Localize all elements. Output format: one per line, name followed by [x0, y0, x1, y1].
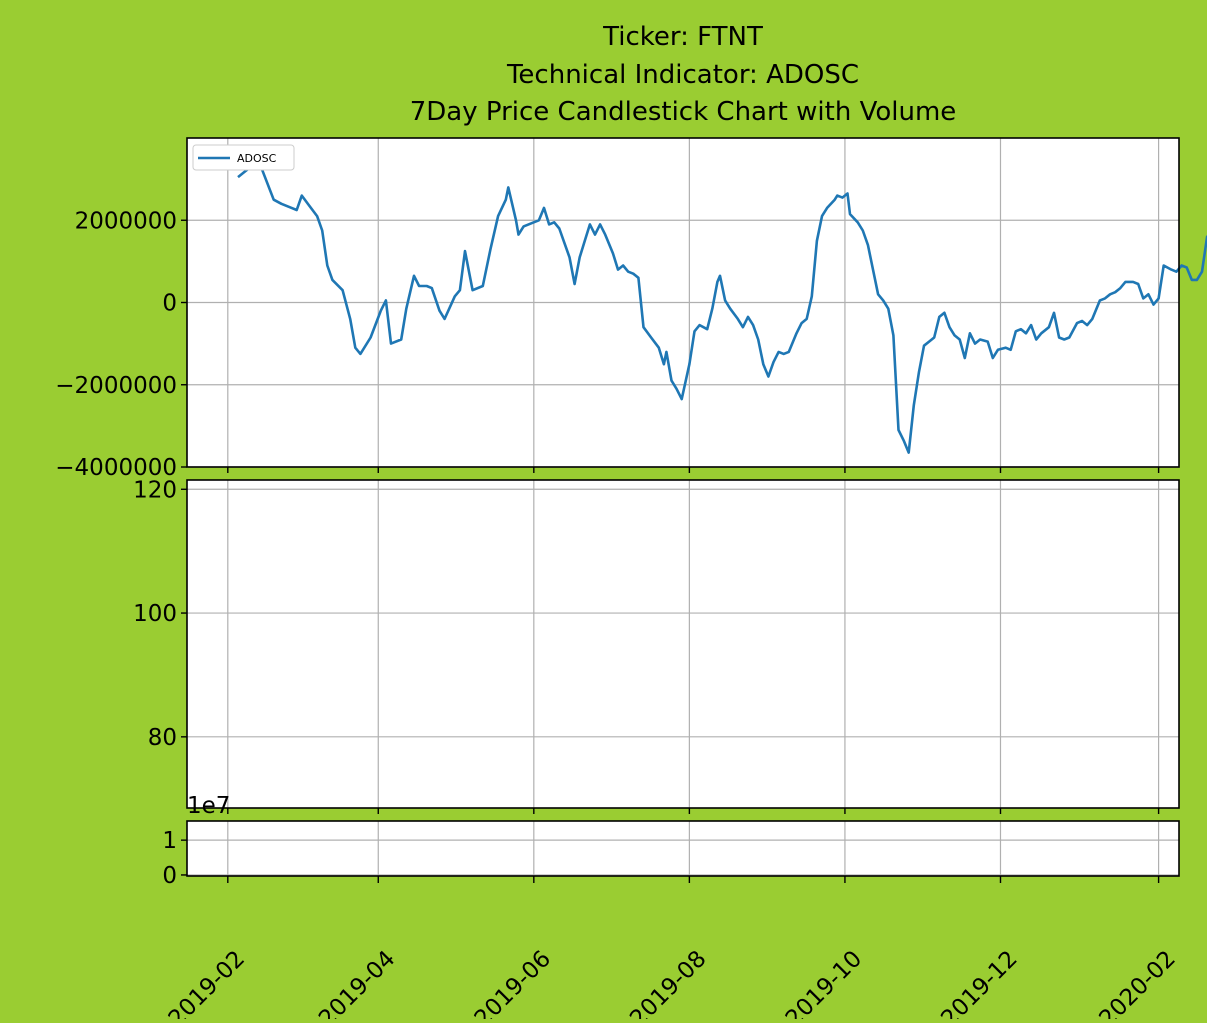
adosc-legend: ADOSC: [192, 144, 295, 171]
volume-y-tick-label-0: 0: [162, 863, 177, 889]
x-tick-label-2020-02: 2020-02: [1094, 946, 1180, 1019]
adosc-y-tick-label-1: −2000000: [55, 373, 177, 399]
legend-box: [192, 144, 295, 171]
x-axis: 2019-02 2019-04 2019-06 2019-08 2019-10 2019-…: [164, 876, 1181, 1023]
candlestick-frame: [186, 479, 1180, 809]
adosc-y-axis: −4000000 −2000000 0 2000000: [55, 208, 187, 481]
candlestick-y-tick-label-1: 100: [133, 601, 177, 627]
adosc-y-tick-label-0: −4000000: [55, 455, 177, 481]
candlestick-panel: 80 100 120: [133, 477, 1180, 814]
adosc-x-ticks: [227, 467, 1160, 473]
candlestick-grid: [187, 480, 1179, 808]
candlestick-x-ticks: [227, 808, 1160, 814]
candlestick-y-tick-label-2: 120: [133, 477, 177, 503]
title-line-2: Technical Indicator: ADOSC: [506, 60, 859, 90]
chart-title: Ticker: FTNT Technical Indicator: ADOSC …: [410, 22, 957, 127]
volume-frame: [186, 820, 1180, 877]
volume-offset-label: 1e7: [187, 793, 230, 819]
x-tick-label-2019-12: 2019-12: [936, 946, 1022, 1019]
x-tick-label-2019-06: 2019-06: [470, 946, 556, 1019]
candlestick-y-axis: 80 100 120: [133, 477, 187, 751]
volume-panel: 01 2019-02 2019-04 2019-06 2019-08 2019-10 20…: [162, 793, 1181, 1023]
volume-y-axis: 01: [162, 828, 187, 889]
adosc-panel: −4000000 −2000000 0 2000000 ADOSC: [55, 137, 1207, 481]
candlestick-y-tick-label-0: 80: [148, 725, 177, 751]
volume-y-tick-label-1: 1: [162, 828, 177, 854]
x-tick-label-2019-10: 2019-10: [781, 946, 867, 1019]
volume-grid: [187, 821, 1179, 876]
legend-label-adosc: ADOSC: [237, 152, 277, 165]
adosc-frame: [186, 137, 1180, 468]
adosc-line: [237, 161, 1207, 454]
candlestick-plot-area: [187, 480, 1179, 808]
x-tick-label-2019-02: 2019-02: [164, 946, 250, 1019]
title-line-1: Ticker: FTNT: [602, 22, 763, 52]
adosc-y-tick-label-2: 0: [162, 291, 177, 317]
volume-plot-area: [187, 821, 1179, 876]
x-tick-label-2019-04: 2019-04: [314, 946, 400, 1019]
x-tick-label-2019-08: 2019-08: [625, 946, 711, 1019]
title-line-3: 7Day Price Candlestick Chart with Volume: [410, 97, 957, 127]
adosc-y-tick-label-3: 2000000: [75, 208, 177, 234]
